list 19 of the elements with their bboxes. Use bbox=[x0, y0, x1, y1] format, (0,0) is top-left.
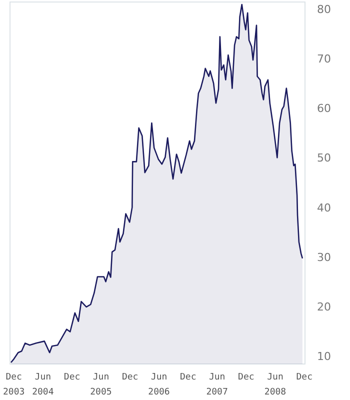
y-tick-label: 20 bbox=[317, 300, 331, 314]
x-tick-label: Dec bbox=[122, 372, 138, 382]
y-tick-label: 40 bbox=[317, 201, 331, 214]
y-tick-label: 60 bbox=[317, 102, 331, 116]
x-tick-label: Dec bbox=[238, 372, 254, 382]
y-tick-label: 80 bbox=[317, 2, 331, 16]
y-tick-label: 10 bbox=[317, 350, 331, 364]
y-tick-label: 50 bbox=[317, 152, 331, 165]
x-tick-label: Dec 2003 bbox=[2, 372, 25, 398]
x-tick-label: Dec bbox=[296, 372, 312, 382]
y-tick-label: 30 bbox=[317, 250, 331, 264]
x-tick-label: Jun 2006 bbox=[148, 372, 170, 398]
x-tick-label: Jun 2007 bbox=[206, 372, 228, 398]
x-tick-label: Jun 2005 bbox=[90, 372, 112, 398]
x-tick-label: Dec bbox=[180, 372, 196, 382]
x-tick-label: Jun 2004 bbox=[32, 372, 54, 398]
x-tick-label: Jun 2008 bbox=[264, 372, 286, 398]
y-tick-label: 70 bbox=[317, 52, 331, 66]
x-tick-label: Dec bbox=[64, 372, 80, 382]
